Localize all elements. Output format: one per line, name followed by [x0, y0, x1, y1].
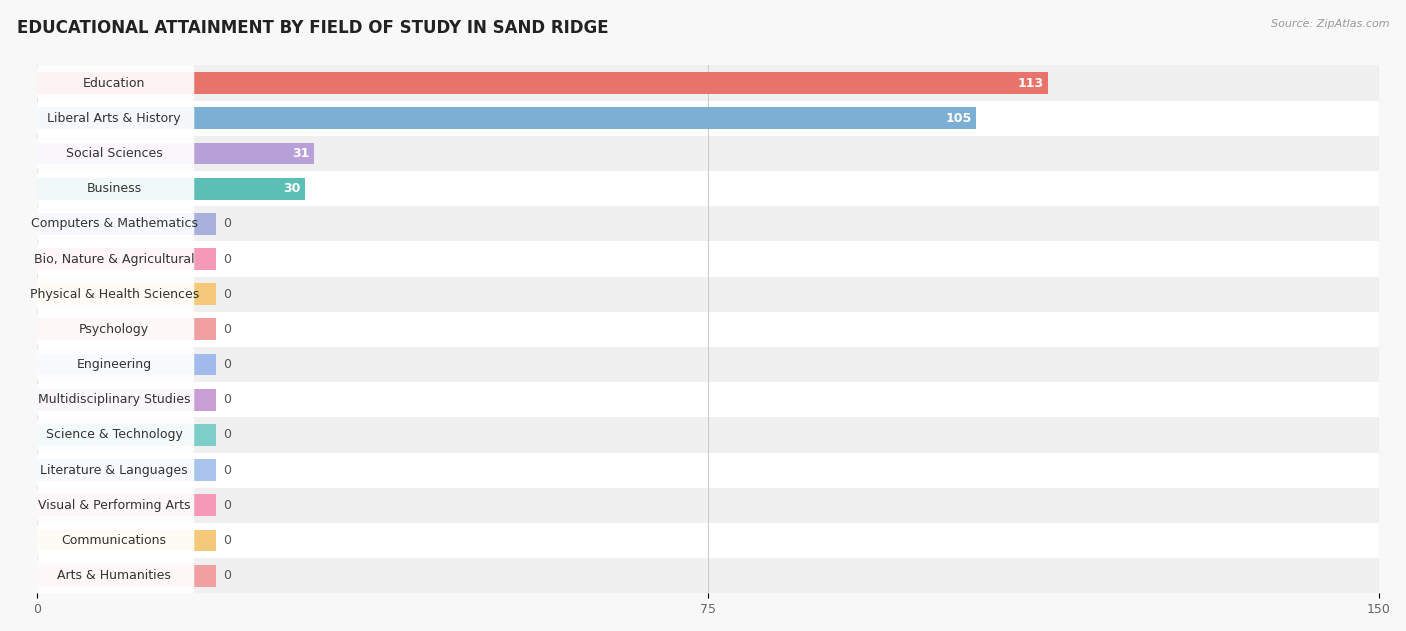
Text: 113: 113: [1018, 76, 1043, 90]
Text: Visual & Performing Arts: Visual & Performing Arts: [38, 499, 190, 512]
FancyBboxPatch shape: [37, 521, 194, 560]
Bar: [37, 248, 215, 270]
FancyBboxPatch shape: [37, 274, 194, 314]
Bar: [37, 353, 215, 375]
Bar: [37, 178, 305, 199]
FancyBboxPatch shape: [37, 239, 194, 279]
FancyBboxPatch shape: [37, 63, 194, 103]
FancyBboxPatch shape: [37, 98, 194, 138]
Text: Engineering: Engineering: [77, 358, 152, 371]
Text: 0: 0: [224, 217, 231, 230]
FancyBboxPatch shape: [37, 204, 194, 244]
Text: 31: 31: [292, 147, 309, 160]
FancyBboxPatch shape: [37, 347, 1379, 382]
FancyBboxPatch shape: [37, 101, 1379, 136]
Text: Arts & Humanities: Arts & Humanities: [58, 569, 172, 582]
FancyBboxPatch shape: [37, 452, 1379, 488]
Text: Literature & Languages: Literature & Languages: [41, 464, 188, 476]
FancyBboxPatch shape: [37, 136, 1379, 171]
FancyBboxPatch shape: [37, 382, 1379, 417]
FancyBboxPatch shape: [37, 523, 1379, 558]
FancyBboxPatch shape: [37, 417, 1379, 452]
Bar: [37, 283, 215, 305]
FancyBboxPatch shape: [37, 66, 1379, 101]
Text: 0: 0: [224, 569, 231, 582]
FancyBboxPatch shape: [37, 488, 1379, 523]
Text: 0: 0: [224, 499, 231, 512]
Text: Communications: Communications: [62, 534, 167, 547]
FancyBboxPatch shape: [37, 380, 194, 420]
Bar: [37, 565, 215, 587]
Text: 105: 105: [946, 112, 972, 125]
Bar: [37, 143, 314, 164]
FancyBboxPatch shape: [37, 312, 1379, 347]
Text: Bio, Nature & Agricultural: Bio, Nature & Agricultural: [34, 252, 194, 266]
FancyBboxPatch shape: [37, 134, 194, 174]
Text: Social Sciences: Social Sciences: [66, 147, 163, 160]
Text: Science & Technology: Science & Technology: [46, 428, 183, 442]
Bar: [37, 72, 1047, 94]
FancyBboxPatch shape: [37, 242, 1379, 276]
FancyBboxPatch shape: [37, 276, 1379, 312]
FancyBboxPatch shape: [37, 558, 1379, 593]
FancyBboxPatch shape: [37, 206, 1379, 242]
Bar: [37, 529, 215, 551]
Text: 0: 0: [224, 393, 231, 406]
Text: 0: 0: [224, 323, 231, 336]
Bar: [37, 213, 215, 235]
Text: 0: 0: [224, 464, 231, 476]
Text: Computers & Mathematics: Computers & Mathematics: [31, 217, 198, 230]
FancyBboxPatch shape: [37, 451, 194, 490]
FancyBboxPatch shape: [37, 415, 194, 455]
FancyBboxPatch shape: [37, 556, 194, 596]
Text: Multidisciplinary Studies: Multidisciplinary Studies: [38, 393, 190, 406]
Text: 0: 0: [224, 428, 231, 442]
FancyBboxPatch shape: [37, 169, 194, 208]
Bar: [37, 424, 215, 446]
Text: Source: ZipAtlas.com: Source: ZipAtlas.com: [1271, 19, 1389, 29]
Text: Physical & Health Sciences: Physical & Health Sciences: [30, 288, 198, 301]
Text: 0: 0: [224, 288, 231, 301]
Text: 0: 0: [224, 534, 231, 547]
Bar: [37, 389, 215, 411]
FancyBboxPatch shape: [37, 345, 194, 384]
Text: EDUCATIONAL ATTAINMENT BY FIELD OF STUDY IN SAND RIDGE: EDUCATIONAL ATTAINMENT BY FIELD OF STUDY…: [17, 19, 609, 37]
Bar: [37, 107, 976, 129]
Bar: [37, 319, 215, 340]
FancyBboxPatch shape: [37, 310, 194, 349]
Text: 0: 0: [224, 358, 231, 371]
FancyBboxPatch shape: [37, 171, 1379, 206]
Text: 30: 30: [284, 182, 301, 195]
Text: 0: 0: [224, 252, 231, 266]
Text: Business: Business: [87, 182, 142, 195]
Text: Psychology: Psychology: [79, 323, 149, 336]
Bar: [37, 459, 215, 481]
Text: Liberal Arts & History: Liberal Arts & History: [48, 112, 181, 125]
Bar: [37, 495, 215, 516]
Text: Education: Education: [83, 76, 145, 90]
FancyBboxPatch shape: [37, 485, 194, 525]
